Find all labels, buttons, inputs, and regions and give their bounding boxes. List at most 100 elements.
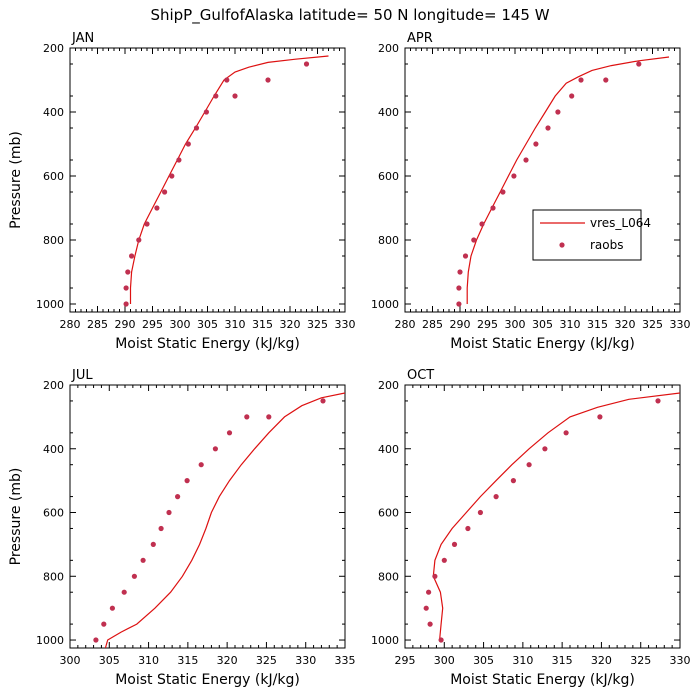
data-point-raobs — [203, 109, 209, 115]
plot-frame — [404, 384, 681, 649]
x-tick-label: 305 — [532, 318, 553, 331]
y-tick-label: 400 — [43, 443, 64, 456]
x-tick-label: 315 — [587, 318, 608, 331]
y-tick-label: 800 — [378, 234, 399, 247]
series-group — [123, 55, 329, 307]
data-point-raobs — [563, 430, 569, 436]
data-point-raobs — [131, 573, 137, 579]
x-tick-label: 285 — [87, 318, 108, 331]
x-tick-label: 320 — [280, 318, 301, 331]
data-point-raobs — [432, 573, 438, 579]
data-point-raobs — [320, 398, 326, 404]
series-line-model — [466, 56, 670, 304]
x-axis-label: Moist Static Energy (kJ/kg) — [115, 336, 300, 352]
data-point-raobs — [423, 605, 429, 611]
panel-jul: JUL 300 305 310 315 320 325 330 335 200 400 600 800 1… — [8, 368, 356, 688]
panel-jan: JAN 280 285 290 295 300 305 310 315 320 325 330 200 4… — [8, 31, 356, 352]
data-point-raobs — [465, 525, 471, 532]
y-tick-label: 200 — [378, 42, 399, 55]
x-tick-label: 285 — [422, 318, 443, 331]
data-point-raobs — [490, 205, 496, 211]
y-axis-label: Pressure (mb) — [8, 131, 24, 229]
data-point-raobs — [244, 414, 250, 420]
data-point-raobs — [224, 77, 230, 83]
data-point-raobs — [212, 446, 218, 452]
data-point-raobs — [511, 173, 517, 179]
data-point-raobs — [154, 205, 160, 211]
data-point-raobs — [597, 414, 603, 420]
x-tick-label: 310 — [225, 318, 246, 331]
data-point-raobs — [144, 221, 150, 227]
x-tick-label: 300 — [60, 654, 81, 667]
legend-model-label: vres_L064 — [590, 216, 651, 230]
plot-frame — [404, 47, 681, 313]
data-point-raobs — [184, 478, 190, 484]
x-tick-label: 320 — [615, 318, 636, 331]
y-tick-label: 800 — [378, 570, 399, 583]
data-point-raobs — [471, 237, 477, 243]
x-tick-label: 335 — [335, 654, 356, 667]
y-tick-label: 600 — [378, 170, 399, 183]
y-tick-label: 200 — [43, 42, 64, 55]
x-tick-label: 330 — [295, 654, 316, 667]
data-point-raobs — [523, 157, 529, 163]
y-tick-label: 800 — [43, 234, 64, 247]
data-point-raobs — [462, 253, 469, 259]
x-tick-label: 295 — [142, 318, 163, 331]
data-point-raobs — [545, 125, 551, 131]
y-tick-label: 800 — [43, 570, 64, 583]
data-point-raobs — [555, 109, 561, 115]
data-point-raobs — [479, 221, 485, 227]
data-point-raobs — [265, 77, 271, 83]
y-tick-label: 400 — [43, 106, 64, 119]
x-tick-label: 325 — [630, 654, 651, 667]
x-tick-label: 280 — [60, 318, 81, 331]
panel-oct: OCT 295 300 305 310 315 320 325 330 200 400 600 800 1… — [371, 368, 691, 688]
y-tick-label: 1000 — [371, 298, 399, 311]
data-point-raobs — [526, 462, 532, 468]
data-point-raobs — [510, 478, 516, 484]
figure-title: ShipP_GulfofAlaska latitude= 50 N longit… — [150, 6, 549, 25]
series-line-model — [104, 392, 345, 648]
y-tick-label: 1000 — [36, 298, 64, 311]
data-point-raobs — [493, 494, 499, 500]
data-point-raobs — [193, 125, 200, 131]
x-tick-label: 280 — [395, 318, 416, 331]
y-tick-label: 600 — [43, 507, 64, 520]
x-tick-label: 295 — [395, 654, 416, 667]
data-point-raobs — [125, 269, 131, 275]
y-tick-label: 200 — [378, 379, 399, 392]
y-tick-label: 600 — [43, 170, 64, 183]
x-tick-label: 330 — [335, 318, 356, 331]
legend: vres_L064 raobs — [532, 209, 651, 261]
x-tick-label: 325 — [642, 318, 663, 331]
panel-label: JUL — [71, 368, 93, 383]
data-point-raobs — [185, 141, 191, 147]
data-point-raobs — [303, 61, 310, 67]
data-point-raobs — [198, 462, 204, 468]
y-tick-label: 400 — [378, 106, 399, 119]
x-tick-label: 295 — [477, 318, 498, 331]
data-point-raobs — [140, 557, 146, 563]
plot-frame — [69, 384, 346, 649]
x-tick-label: 300 — [170, 318, 191, 331]
x-tick-label: 310 — [560, 318, 581, 331]
x-tick-label: 305 — [99, 654, 120, 667]
data-point-raobs — [569, 93, 575, 99]
x-tick-label: 320 — [217, 654, 238, 667]
data-point-raobs — [109, 605, 115, 611]
x-tick-label: 330 — [670, 654, 691, 667]
data-point-raobs — [150, 541, 156, 548]
data-point-raobs — [266, 414, 272, 420]
series-line-model — [129, 55, 329, 304]
x-tick-label: 290 — [450, 318, 471, 331]
data-point-raobs — [500, 189, 506, 195]
panels: JAN 280 285 290 295 300 305 310 315 320 325 330 200 4… — [8, 31, 691, 688]
data-point-raobs — [533, 141, 539, 147]
data-point-raobs — [213, 93, 219, 99]
data-point-raobs — [636, 61, 642, 67]
data-point-raobs — [441, 557, 447, 563]
data-point-raobs — [123, 285, 129, 291]
x-tick-label: 300 — [505, 318, 526, 331]
